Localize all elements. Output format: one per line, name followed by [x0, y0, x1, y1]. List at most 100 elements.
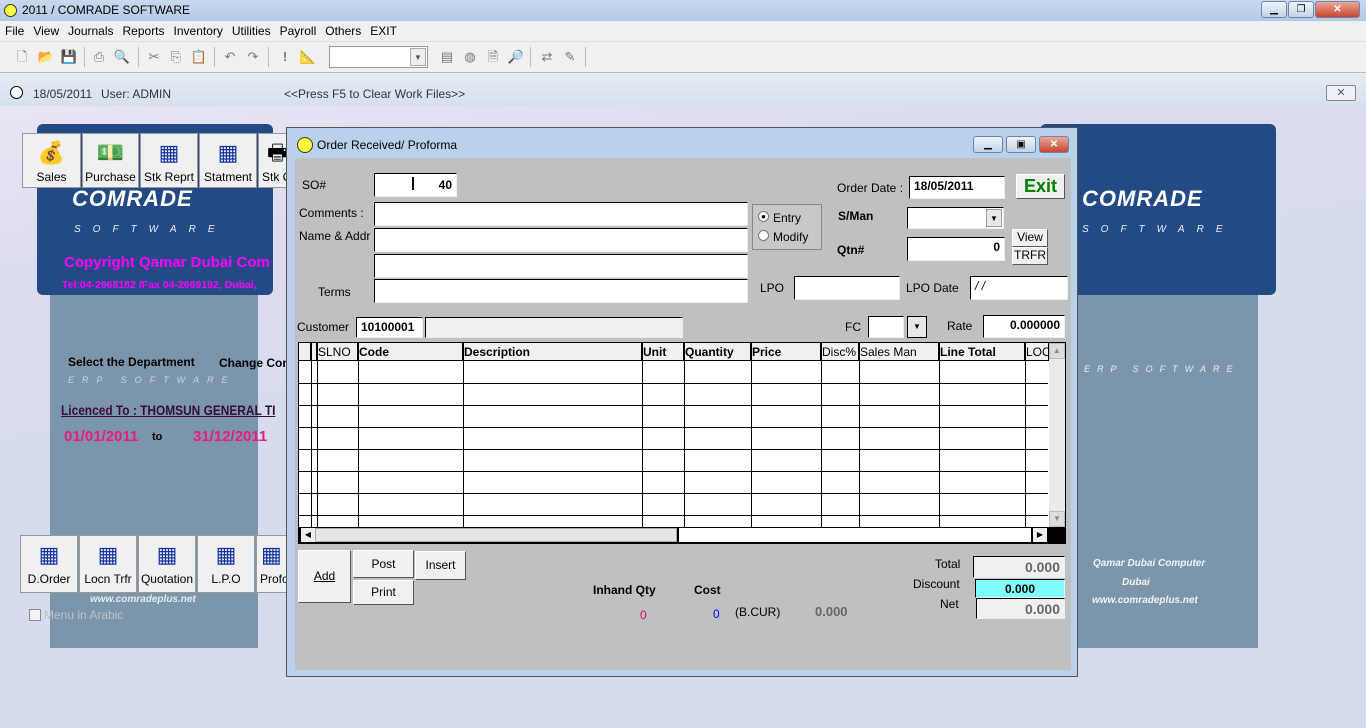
menu-arabic-checkbox[interactable] — [29, 609, 41, 621]
dialog-minimize-button[interactable]: ▁ — [973, 136, 1003, 153]
globe-icon[interactable]: ◍ — [464, 49, 476, 64]
quotation-button[interactable]: ▦ Quotation — [138, 535, 196, 593]
print-preview-icon[interactable]: 🔍 — [113, 49, 131, 64]
column-header-code[interactable]: Code — [358, 343, 463, 361]
statement-button[interactable]: ▦ Statment — [199, 133, 257, 188]
scroll-thumb[interactable] — [315, 528, 677, 542]
close-mdi-button[interactable]: ✕ — [1326, 85, 1356, 101]
menu-utilities[interactable]: Utilities — [231, 24, 271, 38]
save-icon[interactable]: 💾 — [60, 49, 78, 64]
open-icon[interactable]: 📂 — [37, 49, 55, 64]
menu-others[interactable]: Others — [325, 24, 362, 38]
vertical-scrollbar[interactable]: ▲ ▼ — [1049, 343, 1065, 527]
view-button[interactable]: View — [1012, 229, 1048, 247]
print-button[interactable]: Print — [353, 580, 414, 605]
rate-field[interactable]: 0.000000 — [983, 315, 1065, 338]
change-company-label[interactable]: Change Con — [219, 356, 290, 370]
add-button[interactable]: Add — [298, 550, 351, 603]
fc-field[interactable] — [868, 316, 904, 338]
column-header-salesman[interactable]: Sales Man — [859, 343, 939, 361]
items-grid[interactable]: SLNO Code Description Unit Quantity Pric… — [298, 342, 1066, 544]
customer-code-field[interactable]: 10100001 — [356, 317, 423, 338]
chart-icon[interactable]: 📐 — [299, 49, 317, 64]
column-header-quantity[interactable]: Quantity — [684, 343, 751, 361]
lpo-field[interactable] — [794, 276, 900, 300]
discount-field[interactable]: 0.000 — [975, 579, 1065, 598]
delivery-order-button[interactable]: ▦ D.Order — [20, 535, 78, 593]
order-date-field[interactable]: 18/05/2011 — [909, 176, 1005, 199]
name-field[interactable] — [374, 228, 748, 252]
toolbar-combo[interactable]: ▼ — [329, 46, 428, 68]
copy-icon[interactable]: ⎘ — [170, 49, 182, 64]
exit-button[interactable]: Exit — [1016, 174, 1065, 199]
sales-button[interactable]: 💰 Sales — [22, 133, 81, 188]
modify-label[interactable]: Modify — [773, 230, 809, 244]
list-icon[interactable]: ▤ — [440, 49, 454, 64]
find-icon[interactable]: 🔎 — [507, 49, 525, 64]
column-header-loc[interactable]: LOC — [1025, 343, 1049, 361]
horizontal-scrollbar[interactable]: ◀ ▶ — [299, 527, 1065, 543]
maximize-button[interactable]: ❐ — [1288, 1, 1314, 18]
menu-reports[interactable]: Reports — [122, 24, 165, 38]
dialog-close-button[interactable]: ✕ — [1039, 136, 1069, 153]
menu-exit[interactable]: EXIT — [370, 24, 397, 38]
scroll-track[interactable] — [679, 528, 1031, 542]
new-icon[interactable]: 🗋 — [16, 49, 28, 64]
grid-column-line — [1025, 343, 1026, 527]
menu-inventory[interactable]: Inventory — [173, 24, 223, 38]
menu-payroll[interactable]: Payroll — [279, 24, 317, 38]
print-icon[interactable]: ⎙ — [93, 49, 105, 64]
edit-icon[interactable]: ✎ — [564, 49, 576, 64]
close-button[interactable]: ✕ — [1315, 1, 1360, 18]
menu-view[interactable]: View — [33, 24, 60, 38]
purchase-button[interactable]: 💵 Purchase — [82, 133, 139, 188]
trfr-button[interactable]: TRFR — [1012, 247, 1048, 265]
scroll-right-arrow[interactable]: ▶ — [1033, 528, 1047, 542]
address-field[interactable] — [374, 254, 748, 278]
scroll-down-arrow[interactable]: ▼ — [1049, 511, 1065, 527]
column-header-slno[interactable]: SLNO — [317, 343, 358, 361]
redo-icon[interactable]: ↷ — [247, 49, 259, 64]
name-address-label: Name & Addr — [299, 229, 371, 243]
dialog-icon — [297, 137, 313, 153]
minimize-button[interactable]: ▁ — [1261, 1, 1287, 18]
lpo-button[interactable]: ▦ L.P.O — [197, 535, 255, 593]
post-button[interactable]: Post — [353, 550, 414, 578]
proforma-button[interactable]: ▦ Profo — [256, 535, 288, 593]
terms-field[interactable] — [374, 279, 748, 303]
erp-text: ERP SOFTWARE — [68, 375, 236, 385]
menu-file[interactable]: File — [5, 24, 25, 38]
entry-label[interactable]: Entry — [773, 211, 802, 225]
dialog-maximize-button[interactable]: ▣ — [1006, 136, 1036, 153]
cut-icon[interactable]: ✂ — [148, 49, 160, 64]
properties-icon[interactable]: 🗎 — [487, 49, 499, 64]
arrows-icon[interactable]: ⇄ — [541, 49, 553, 64]
comments-field[interactable] — [374, 202, 748, 226]
column-header-unit[interactable]: Unit — [642, 343, 684, 361]
paste-icon[interactable]: 📋 — [190, 49, 208, 64]
stock-report-button[interactable]: ▦ Stk Reprt — [140, 133, 198, 188]
scroll-up-arrow[interactable]: ▲ — [1049, 343, 1065, 359]
qtn-field[interactable]: 0 — [907, 237, 1005, 261]
column-header-description[interactable]: Description — [463, 343, 642, 361]
fc-dropdown-button[interactable]: ▼ — [907, 316, 927, 338]
location-transfer-button[interactable]: ▦ Locn Trfr — [79, 535, 137, 593]
menu-journals[interactable]: Journals — [68, 24, 114, 38]
column-header-line-total[interactable]: Line Total — [939, 343, 1025, 361]
scroll-left-arrow[interactable]: ◀ — [301, 528, 315, 542]
column-header-disc[interactable]: Disc% — [821, 343, 859, 361]
lpo-date-field[interactable]: / / — [970, 276, 1068, 300]
select-department-label[interactable]: Select the Department — [68, 355, 195, 369]
salesman-dropdown[interactable]: ▼ — [907, 207, 1004, 229]
chevron-down-icon[interactable]: ▼ — [986, 209, 1002, 227]
column-header-price[interactable]: Price — [751, 343, 821, 361]
undo-icon[interactable]: ↶ — [224, 49, 236, 64]
chevron-down-icon[interactable]: ▼ — [410, 48, 426, 66]
so-number-field[interactable]: 40 — [374, 173, 457, 197]
entry-radio[interactable]: ● — [758, 211, 769, 222]
insert-button[interactable]: Insert — [415, 551, 466, 580]
exclamation-icon[interactable]: ! — [282, 49, 288, 64]
stock-check-button[interactable]: 🖶Stk C — [258, 133, 288, 188]
menu-arabic-label[interactable]: Menu in Arabic — [44, 608, 124, 622]
modify-radio[interactable] — [758, 230, 769, 241]
